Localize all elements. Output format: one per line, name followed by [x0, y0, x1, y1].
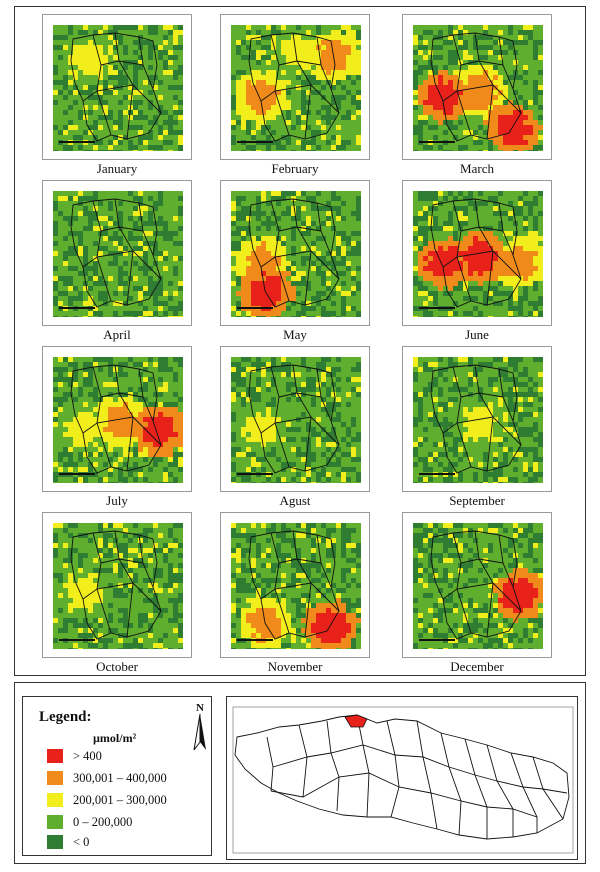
heatmap — [413, 25, 543, 151]
region-boundaries — [70, 530, 162, 640]
region-boundaries — [70, 198, 162, 308]
region-boundaries — [70, 364, 162, 474]
month-label: March — [460, 161, 494, 176]
scale-bar — [237, 473, 273, 475]
region-boundaries — [248, 32, 340, 142]
legend-label: < 0 — [73, 834, 90, 849]
heatmap — [53, 523, 183, 649]
month-map-panel — [42, 180, 192, 326]
legend-title: Legend: — [39, 709, 92, 725]
north-arrow: N — [190, 702, 210, 753]
legend-label: 0 – 200,000 — [73, 814, 133, 829]
scale-bar — [59, 307, 95, 309]
legend-row: 200,001 – 300,000 — [47, 793, 167, 807]
month-map-panel — [42, 14, 192, 160]
heatmap — [231, 523, 361, 649]
month-label: Agust — [279, 493, 311, 508]
month-map-panel — [42, 512, 192, 658]
heatmap — [231, 357, 361, 483]
month-map-panel — [402, 14, 552, 160]
java-overview-map — [232, 706, 574, 854]
region-boundaries — [430, 32, 522, 142]
legend-swatch — [47, 835, 63, 849]
month-label: July — [106, 493, 128, 508]
month-map-panel — [402, 180, 552, 326]
scale-bar — [237, 307, 273, 309]
heatmap — [413, 523, 543, 649]
month-map-panel — [42, 346, 192, 492]
month-label: April — [103, 327, 131, 342]
north-arrow-icon — [193, 713, 206, 751]
region-boundaries — [248, 364, 340, 474]
legend-label: 200,001 – 300,000 — [73, 792, 167, 807]
month-map-panel — [220, 180, 370, 326]
month-label: January — [96, 161, 138, 176]
scale-bar — [59, 473, 95, 475]
legend-label: 300,001 – 400,000 — [73, 770, 167, 785]
scale-bar — [419, 473, 455, 475]
region-boundaries — [248, 198, 340, 308]
legend-row: > 400 — [47, 749, 102, 763]
heatmap — [53, 25, 183, 151]
month-label: September — [449, 493, 505, 508]
month-map-panel — [402, 512, 552, 658]
scale-bar — [237, 141, 273, 143]
legend-swatch — [47, 793, 63, 807]
month-map-panel — [220, 512, 370, 658]
legend: Legend: µmol/m² > 400 300,001 – 400,000 … — [22, 696, 212, 856]
region-boundaries — [430, 198, 522, 308]
heatmap — [53, 357, 183, 483]
scale-bar — [59, 141, 95, 143]
region-boundaries — [430, 364, 522, 474]
month-map-panel — [220, 346, 370, 492]
month-label: October — [96, 659, 138, 674]
month-label: December — [450, 659, 504, 674]
month-map-panel — [220, 14, 370, 160]
heatmap — [53, 191, 183, 317]
overview-map — [226, 696, 578, 860]
month-label: June — [465, 327, 489, 342]
scale-bar — [419, 639, 455, 641]
legend-row: 0 – 200,000 — [47, 815, 132, 829]
legend-unit: µmol/m² — [93, 731, 137, 745]
legend-row: < 0 — [47, 835, 89, 849]
month-label: May — [283, 327, 307, 342]
scale-bar — [419, 141, 455, 143]
heatmap — [413, 357, 543, 483]
region-boundaries — [70, 32, 162, 142]
scale-bar — [419, 307, 455, 309]
legend-swatch — [47, 771, 63, 785]
heatmap — [413, 191, 543, 317]
legend-swatch — [47, 815, 63, 829]
heatmap — [231, 191, 361, 317]
month-label: November — [267, 659, 323, 674]
scale-bar — [59, 639, 95, 641]
legend-swatch — [47, 749, 63, 763]
legend-overview-frame — [14, 682, 586, 864]
north-label: N — [196, 702, 204, 714]
region-boundaries — [430, 530, 522, 640]
region-boundaries — [248, 530, 340, 640]
monthly-maps-frame — [14, 6, 586, 676]
month-label: February — [271, 161, 319, 176]
scale-bar — [237, 639, 273, 641]
heatmap — [231, 25, 361, 151]
month-map-panel — [402, 346, 552, 492]
legend-label: > 400 — [73, 748, 102, 763]
legend-row: 300,001 – 400,000 — [47, 771, 167, 785]
